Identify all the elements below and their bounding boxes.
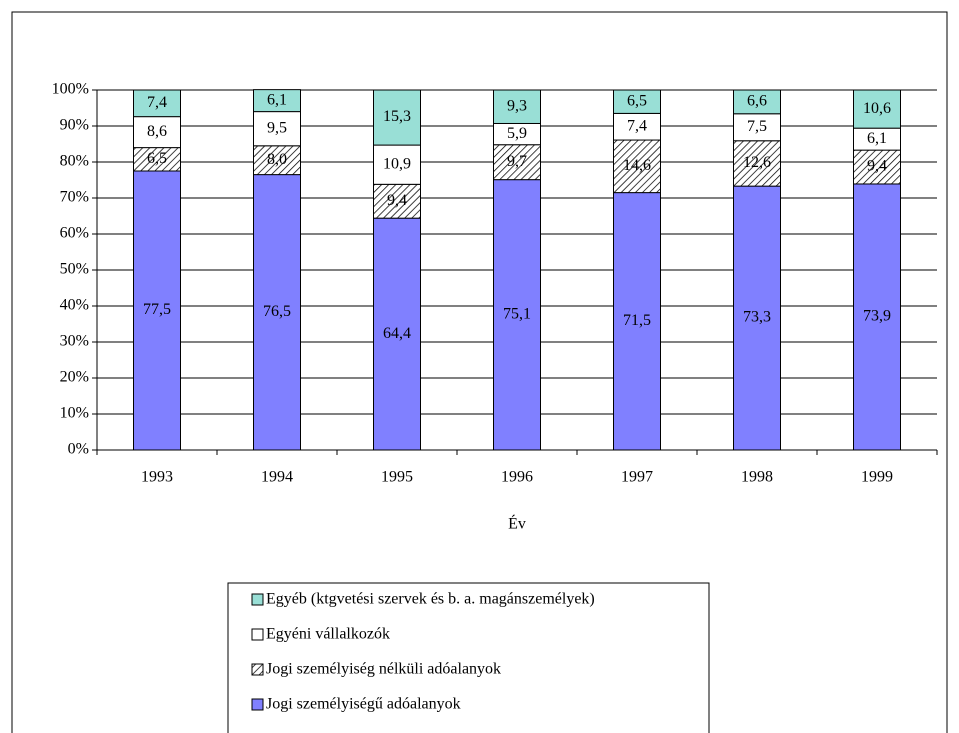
data-label: 6,1 (867, 130, 887, 147)
data-label: 7,4 (147, 94, 167, 111)
data-label: 77,5 (143, 301, 171, 318)
bar-segment (253, 89, 301, 113)
bar-segment (253, 174, 301, 451)
data-label: 7,4 (627, 117, 647, 134)
bar-segment (493, 89, 541, 124)
bar-segment (493, 179, 541, 451)
data-label: 6,5 (627, 92, 647, 109)
x-tick-label: 1993 (141, 469, 173, 486)
legend-label: Jogi személyiségű adóalanyok (266, 696, 461, 713)
bar-segment (253, 145, 301, 176)
bar-segment (733, 113, 781, 142)
data-label: 14,6 (623, 157, 651, 174)
data-label: 5,9 (507, 125, 527, 142)
bar-segment (373, 183, 421, 219)
data-label: 6,6 (747, 93, 767, 110)
y-tick-label: 40% (60, 297, 89, 314)
y-tick-label: 50% (60, 261, 89, 278)
y-tick-label: 30% (60, 333, 89, 350)
data-label: 9,4 (867, 158, 887, 175)
data-label: 73,9 (863, 308, 891, 325)
bar-segment (733, 89, 781, 115)
legend-swatch (251, 663, 264, 676)
bar-segment (373, 217, 421, 451)
x-tick-label: 1996 (501, 469, 533, 486)
bar-segment (613, 89, 661, 114)
legend-swatch (251, 698, 264, 711)
bar-segment (853, 149, 901, 185)
bar-segment (253, 111, 301, 147)
y-tick-label: 0% (68, 441, 89, 458)
x-axis-label: Év (508, 514, 526, 533)
data-label: 12,6 (743, 154, 771, 171)
x-tick-label: 1994 (261, 469, 293, 486)
bar-segment (853, 89, 901, 129)
data-label: 15,3 (383, 108, 411, 125)
data-label: 71,5 (623, 312, 651, 329)
x-tick-label: 1998 (741, 469, 773, 486)
data-label: 9,7 (507, 153, 527, 170)
bar-segment (493, 144, 541, 181)
data-label: 73,3 (743, 309, 771, 326)
x-tick-label: 1997 (621, 469, 653, 486)
legend-label: Jogi személyiség nélküli adóalanyok (266, 661, 501, 678)
legend-swatch (251, 628, 264, 641)
data-label: 8,0 (267, 151, 287, 168)
data-label: 9,5 (267, 119, 287, 136)
bar-segment (853, 183, 901, 451)
y-tick-label: 90% (60, 117, 89, 134)
y-tick-label: 80% (60, 153, 89, 170)
data-label: 10,9 (383, 155, 411, 172)
y-tick-label: 70% (60, 189, 89, 206)
data-label: 9,4 (387, 192, 407, 209)
y-tick-label: 10% (60, 405, 89, 422)
bar-segment (373, 89, 421, 146)
data-label: 9,3 (507, 97, 527, 114)
data-label: 6,1 (267, 91, 287, 108)
bar-segment (133, 89, 181, 118)
y-tick-label: 100% (52, 81, 89, 98)
data-label: 75,1 (503, 305, 531, 322)
x-tick-label: 1995 (381, 469, 413, 486)
legend-label: Egyéni vállalkozók (266, 626, 390, 643)
data-label: 8,6 (147, 123, 167, 140)
x-tick-label: 1999 (861, 469, 893, 486)
y-tick-label: 60% (60, 225, 89, 242)
chart-frame (11, 11, 948, 733)
data-label: 10,6 (863, 100, 891, 117)
data-label: 7,5 (747, 118, 767, 135)
legend-box (227, 582, 710, 733)
bar-segment (613, 139, 661, 194)
legend-swatch (251, 593, 264, 606)
bar-segment (373, 144, 421, 185)
data-label: 64,4 (383, 325, 411, 342)
data-label: 76,5 (263, 303, 291, 320)
legend-label: Egyéb (ktgvetési szervek és b. a. magáns… (266, 591, 595, 608)
y-tick-label: 20% (60, 369, 89, 386)
data-label: 6,5 (147, 150, 167, 167)
